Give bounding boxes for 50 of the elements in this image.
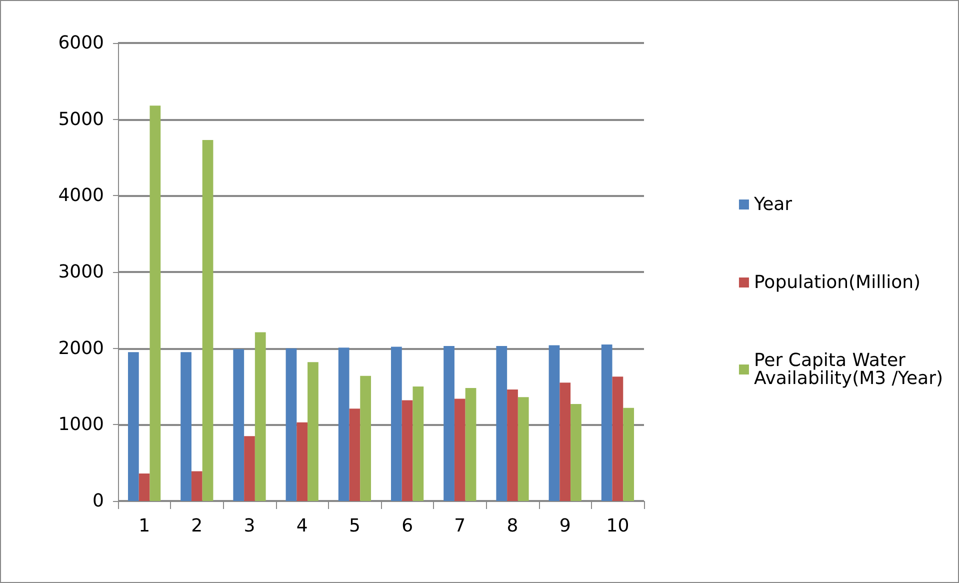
bar — [601, 344, 612, 501]
bar — [296, 422, 308, 501]
y-tick-label: 3000 — [58, 262, 104, 282]
bar — [138, 474, 150, 501]
y-tick-label: 5000 — [58, 108, 104, 130]
bar — [128, 352, 139, 501]
y-tick-label: 1000 — [58, 414, 104, 436]
legend-label: Year — [752, 194, 793, 215]
bar — [254, 332, 266, 501]
bar — [612, 376, 624, 501]
legend-label: Population(Million) — [754, 272, 921, 293]
x-tick-label: 3 — [244, 516, 256, 536]
bar — [360, 376, 372, 501]
x-tick-label: 10 — [606, 516, 630, 536]
bar — [560, 382, 571, 501]
bar — [496, 346, 508, 501]
bar — [233, 349, 244, 501]
bar — [570, 404, 582, 501]
x-tick-label: 8 — [506, 516, 518, 536]
x-tick-label: 4 — [296, 516, 308, 536]
bar — [349, 408, 360, 501]
x-tick-label: 7 — [454, 516, 466, 536]
legend-label: Per Capita Water Availability(M3 /Year) — [754, 350, 944, 389]
bar — [444, 346, 454, 501]
x-tick-label: 5 — [348, 516, 360, 536]
bar — [180, 352, 192, 501]
x-tick-label: 9 — [559, 516, 571, 536]
bar — [507, 390, 518, 501]
bar — [338, 348, 350, 501]
bar — [548, 345, 560, 501]
bar — [390, 346, 402, 501]
bar — [191, 471, 202, 501]
bar — [286, 348, 297, 501]
bar — [402, 400, 413, 501]
bar — [623, 408, 634, 501]
bar — [454, 398, 466, 501]
x-tick-label: 1 — [138, 516, 150, 536]
y-tick-label: 0 — [92, 490, 104, 512]
y-tick-label: 6000 — [58, 32, 104, 54]
bar — [412, 386, 424, 501]
y-tick-label: 2000 — [58, 338, 104, 359]
x-tick-label: 2 — [191, 516, 203, 536]
bar — [244, 436, 255, 501]
bar — [518, 397, 529, 501]
bar — [308, 362, 318, 501]
bar — [202, 140, 214, 501]
bar — [465, 388, 476, 501]
y-tick-label: 4000 — [58, 185, 104, 206]
bar — [150, 106, 161, 501]
x-tick-label: 6 — [402, 516, 414, 536]
